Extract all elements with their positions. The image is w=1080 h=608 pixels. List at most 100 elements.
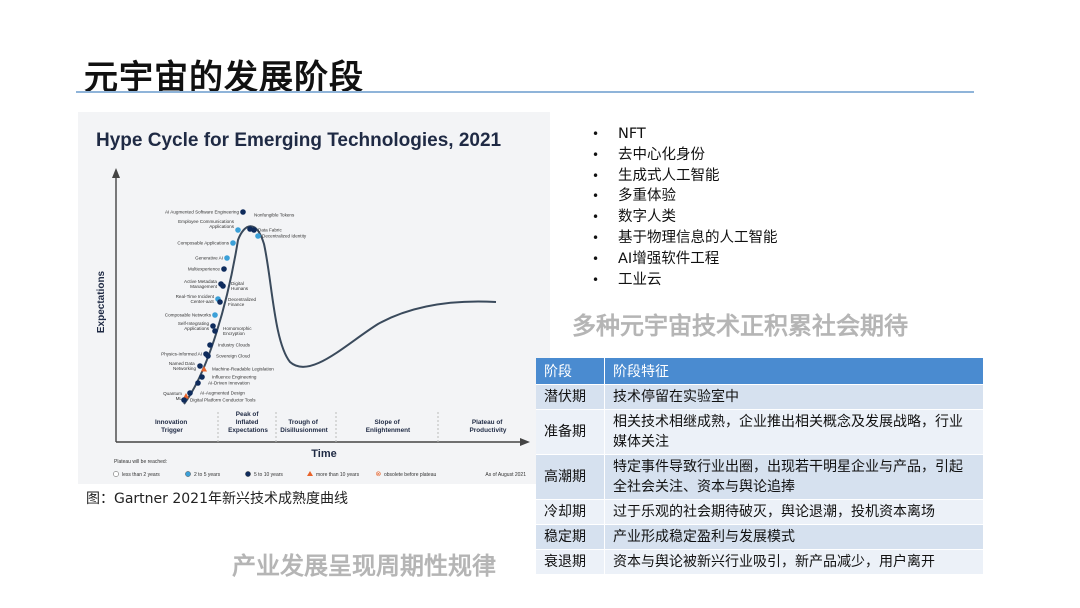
phase-label-plateau: Plateau of Productivity (470, 419, 507, 434)
technology-dot (251, 227, 257, 233)
bullet-dot: • (592, 147, 600, 162)
technology-marker: Digital Humans (220, 281, 249, 291)
stage-name-cell: 潜伏期 (536, 384, 605, 410)
technology-dot (221, 266, 227, 272)
legend-item: 5 to 10 years (245, 471, 283, 478)
list-item: • 数字人类 (592, 207, 778, 228)
stage-name-cell: 冷却期 (536, 499, 605, 525)
table-header-stage: 阶段 (536, 358, 605, 385)
legend-item: less than 2 years (113, 471, 160, 478)
bullet-dot: • (592, 168, 600, 183)
technology-marker: Machine-Readable Legislation (201, 366, 274, 372)
list-item-label: 多重体验 (618, 188, 676, 205)
table-row: 冷却期 过于乐观的社会期待破灭，舆论退潮，投机资本离场 (536, 499, 984, 525)
legend-label: 2 to 5 years (194, 472, 221, 478)
table-header-feature: 阶段特征 (604, 358, 984, 385)
legend-marker: ⊗ (376, 470, 382, 478)
technology-marker: Industry Clouds (207, 342, 251, 348)
table-row: 衰退期 资本与舆论被新兴行业吸引，新产品减少，用户离开 (536, 549, 984, 574)
right-tagline: 多种元宇宙技术正积累社会期待 (572, 312, 908, 340)
legend: Plateau will be reached: less than 2 yea… (113, 459, 526, 478)
list-item-label: 数字人类 (618, 209, 676, 226)
technology-label: Sovereign Cloud (216, 354, 250, 359)
technology-dot (220, 283, 226, 289)
technology-label: Influence Engineering (212, 375, 257, 380)
list-item-label: AI增强软件工程 (618, 250, 720, 267)
technology-marker: Multiexperience (188, 266, 227, 272)
technology-dot (195, 380, 201, 386)
table-row: 潜伏期 技术停留在实验室中 (536, 384, 984, 410)
phase-label-innovation-trigger: Innovation Trigger (155, 419, 189, 434)
list-item: • 生成式人工智能 (592, 166, 778, 187)
technology-marker: Generative AI (195, 255, 230, 261)
stage-table: 阶段 阶段特征 潜伏期 技术停留在实验室中 准备期 相关技术相继成熟，企业推出相关概念… (536, 358, 984, 574)
list-item: • NFT (592, 124, 778, 145)
legend-item: ⊗ obsolete before plateau (376, 470, 437, 478)
left-tagline: 产业发展呈现周期性规律 (232, 552, 496, 580)
phase-labels: Innovation Trigger Peak of Inflated Expe… (155, 411, 507, 434)
technology-dot (181, 397, 187, 403)
technology-dot (235, 227, 241, 233)
table-row: 稳定期 产业形成稳定盈利与发展模式 (536, 524, 984, 550)
technology-marker: Real-Time Incident Center-aaS (176, 294, 221, 304)
technology-dot (183, 393, 189, 399)
technology-label: Industry Clouds (218, 343, 251, 348)
technology-label: Homomorphic Encryption (223, 326, 252, 336)
technology-label: Real-Time Incident Center-aaS (176, 294, 215, 304)
technology-label: AI-Augmented Design (200, 391, 245, 396)
technology-marker: Named Data Networking (169, 361, 203, 371)
x-axis-arrow (520, 438, 530, 446)
technology-dot (217, 299, 223, 305)
technology-dot (187, 390, 193, 396)
technology-marker: Physics-Informed AI (161, 351, 209, 357)
technology-dot (212, 312, 218, 318)
technology-marker: Decentralized Finance (217, 297, 257, 307)
technology-label: Named Data Networking (169, 361, 197, 371)
technology-marker: Digital Platform Conductor Tools (181, 397, 256, 403)
technology-label: Decentralized Identity (262, 234, 307, 239)
list-item: • 基于物理信息的人工智能 (592, 228, 778, 249)
bullet-dot: • (592, 251, 600, 266)
stage-feature-cell: 特定事件导致行业出圈，出现若干明星企业与产品，引起全社会关注、资本与舆论追捧 (604, 454, 984, 500)
legend-marker (245, 471, 251, 477)
technology-dot (210, 323, 216, 329)
technology-dot (230, 240, 236, 246)
technology-label: Digital Humans (231, 281, 249, 291)
list-item-label: NFT (618, 126, 646, 142)
list-item-label: 工业云 (618, 271, 662, 288)
technology-dot (224, 255, 230, 261)
technology-label: Machine-Readable Legislation (212, 367, 274, 372)
legend-marker (185, 471, 191, 477)
stage-feature-cell: 相关技术相继成熟，企业推出相关概念及发展战略，行业媒体关注 (604, 409, 984, 455)
technology-label: Self-Integrating Applications (178, 321, 210, 331)
list-item-label: 基于物理信息的人工智能 (618, 229, 778, 246)
list-item: • AI增强软件工程 (592, 249, 778, 270)
technology-marker: Self-Integrating Applications (178, 321, 216, 331)
technology-label: Quantum ML (163, 391, 182, 401)
technology-label: Decentralized Finance (228, 297, 257, 307)
technology-label: Active Metadata Management (184, 279, 218, 289)
hype-cycle-chart: Expectations Time Innovation Trigger Pea… (96, 168, 530, 478)
hype-curve (183, 225, 497, 405)
phase-label-trough: Trough of Disillusionment (280, 419, 328, 434)
list-item: • 工业云 (592, 270, 778, 291)
technology-dot (255, 233, 261, 239)
technology-marker: Active Metadata Management (184, 279, 224, 289)
technology-marker: AI-Augmented Design (187, 390, 245, 396)
technology-label: Multiexperience (188, 267, 221, 272)
phase-label-slope: Slope of Enlightenment (366, 419, 411, 434)
technology-markers: AI Augmented Software Engineering Nonfung… (161, 209, 307, 403)
technology-label: AI Augmented Software Engineering (165, 210, 240, 215)
bullet-dot: • (592, 272, 600, 287)
technology-dot (205, 353, 211, 359)
technology-label: Employee Communications Applications (178, 219, 235, 229)
table-header-row: 阶段 阶段特征 (536, 358, 984, 385)
technology-marker: Data Fabric (251, 227, 282, 233)
technology-label: Nonfungible Tokens (254, 213, 295, 218)
technology-marker: AI Augmented Software Engineering (165, 209, 246, 215)
stage-feature-cell: 技术停留在实验室中 (604, 384, 984, 410)
technology-dot (212, 328, 218, 334)
technology-label: Digital Platform Conductor Tools (190, 398, 256, 403)
technology-marker: Employee Communications Applications (178, 219, 241, 233)
technology-label: Generative AI (195, 256, 223, 261)
